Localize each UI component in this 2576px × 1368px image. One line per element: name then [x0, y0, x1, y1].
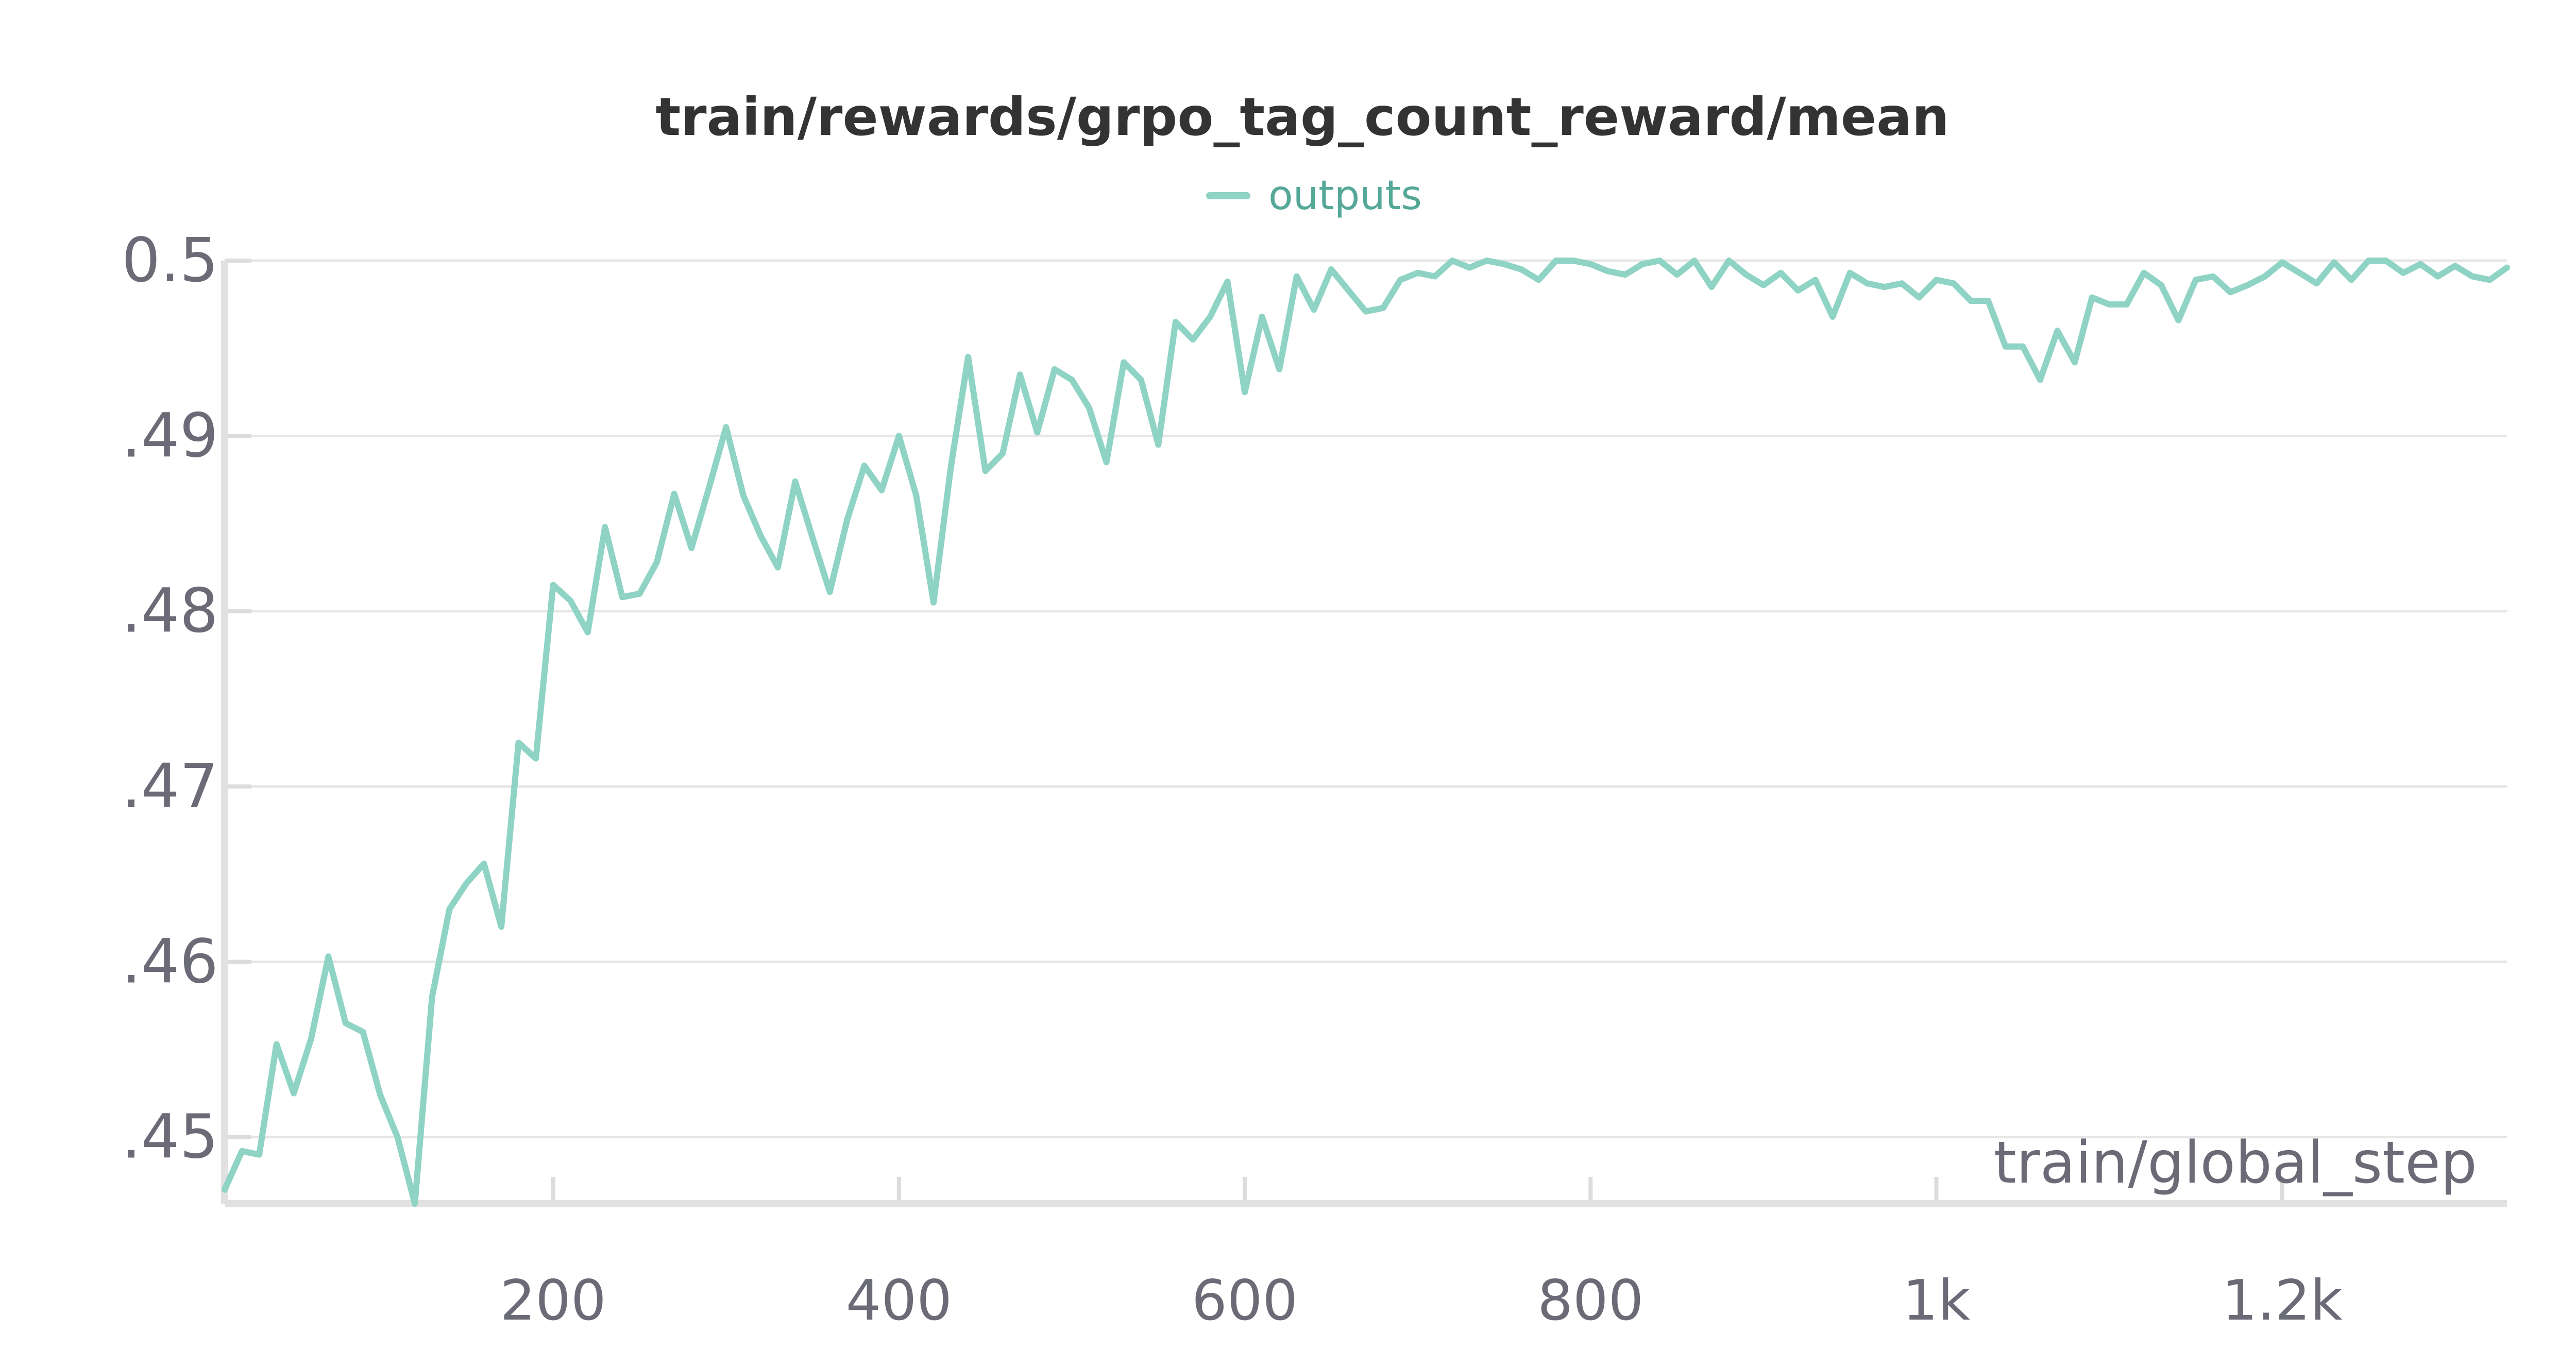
y-tick-label: 0.5 [122, 225, 218, 296]
x-axis-ticks: 200 400 600 800 1k 1.2k [500, 1177, 2343, 1333]
y-tick-label: .48 [122, 575, 218, 646]
y-axis-ticks: .45 .46 .47 .48 .49 0.5 [122, 225, 251, 1172]
x-tick-label: 600 [1192, 1269, 1298, 1333]
x-tick-label: 800 [1537, 1269, 1643, 1333]
x-tick-label: 1k [1903, 1269, 1971, 1333]
chart-title: train/rewards/grpo_tag_count_reward/mean [655, 87, 1949, 148]
y-tick-label: .47 [122, 750, 218, 822]
gridlines [225, 259, 2507, 1139]
legend-label: outputs [1268, 173, 1422, 219]
x-tick-label: 200 [500, 1269, 606, 1333]
x-tick-label: 1.2k [2222, 1269, 2343, 1333]
series-line-outputs[interactable] [222, 258, 2510, 1207]
x-tick-label: 400 [846, 1269, 952, 1333]
legend[interactable]: outputs [1206, 173, 1422, 219]
x-axis-label: train/global_step [1994, 1130, 2477, 1196]
y-tick-label: .45 [122, 1101, 218, 1172]
y-tick-label: .49 [122, 400, 218, 471]
y-tick-label: .46 [122, 926, 218, 997]
